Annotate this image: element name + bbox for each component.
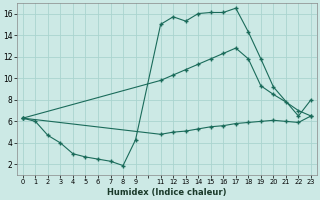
X-axis label: Humidex (Indice chaleur): Humidex (Indice chaleur) [107, 188, 227, 197]
